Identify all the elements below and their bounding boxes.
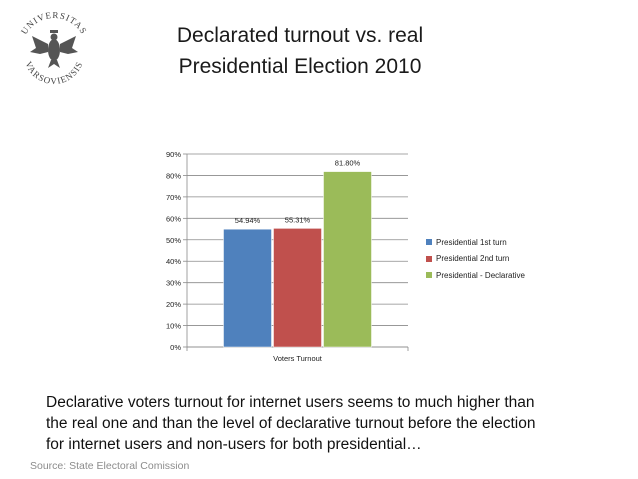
y-tick-label: 10% — [166, 322, 181, 331]
data-label: 55.31% — [285, 215, 311, 224]
legend-label: Presidential 1st turn — [436, 237, 507, 247]
bar-2 — [273, 228, 322, 348]
slide-title-line-2: Presidential Election 2010 — [178, 55, 422, 78]
data-label: 81.80% — [335, 159, 361, 168]
legend-swatch — [426, 272, 432, 279]
slide-title-line-1: Declarated turnout vs. real — [176, 24, 424, 47]
y-tick-label: 60% — [166, 214, 181, 223]
legend-item: Presidential 2nd turn — [426, 251, 525, 268]
y-tick-label: 40% — [166, 257, 181, 266]
turnout-bar-chart: 0% 10% 20% 30% 40% 50% 60% 70% 80% 90% 54.94% 55.31… — [166, 150, 409, 363]
legend-swatch — [426, 255, 432, 262]
eagle-icon — [30, 30, 78, 68]
y-tick-label: 90% — [166, 150, 181, 159]
bar-1 — [223, 228, 272, 348]
legend-swatch — [426, 239, 432, 246]
y-tick-label: 80% — [166, 171, 181, 180]
data-label: 54.94% — [235, 216, 261, 225]
legend-label: Presidential - Declarative — [436, 270, 525, 280]
caption-line-1: Declarative voters turnout for internet … — [46, 394, 535, 411]
legend-label: Presidential 2nd turn — [436, 254, 510, 264]
x-category-label: Voters Turnout — [273, 354, 323, 363]
legend-item: Presidential - Declarative — [426, 267, 525, 284]
y-tick-label: 20% — [166, 300, 181, 309]
caption-line-3: for internet users and non-users for bot… — [46, 436, 422, 453]
y-tick-label: 0% — [170, 343, 181, 352]
y-tick-label: 70% — [166, 193, 181, 202]
university-seal-logo: UNIVERSITAS VARSOVIENSIS — [19, 10, 88, 86]
y-tick-label: 50% — [166, 236, 181, 245]
chart-legend: Presidential 1st turn Presidential 2nd tu… — [426, 234, 525, 284]
bar-3 — [323, 171, 372, 348]
caption-line-2: the real one and than the level of decla… — [46, 415, 536, 432]
y-tick-label: 30% — [166, 279, 181, 288]
legend-item: Presidential 1st turn — [426, 234, 525, 251]
source-note: Source: State Electoral Comission — [30, 460, 190, 472]
